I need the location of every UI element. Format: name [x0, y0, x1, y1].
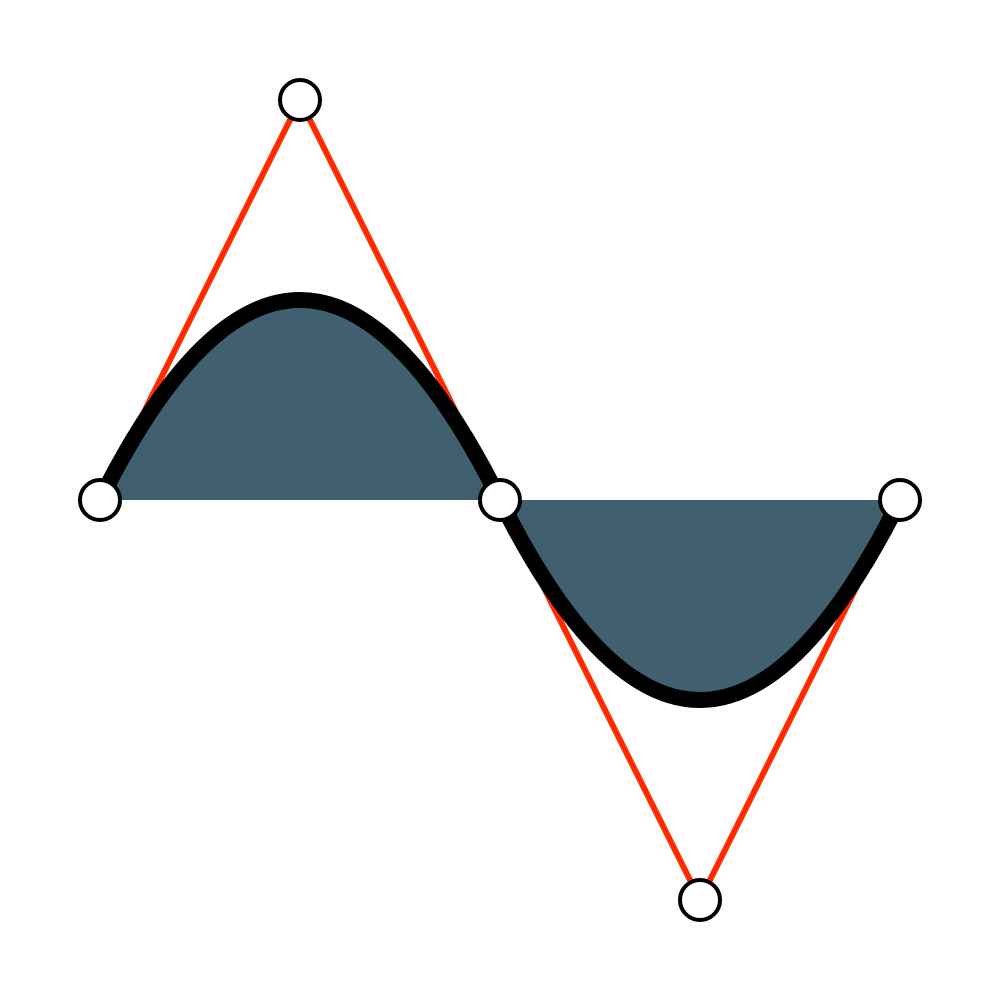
- control-point-handle-2[interactable]: [678, 878, 722, 922]
- control-point-start[interactable]: [78, 478, 122, 522]
- control-points: [78, 78, 922, 922]
- control-point-middle[interactable]: [478, 478, 522, 522]
- control-point-handle-1[interactable]: [278, 78, 322, 122]
- control-point-end[interactable]: [878, 478, 922, 522]
